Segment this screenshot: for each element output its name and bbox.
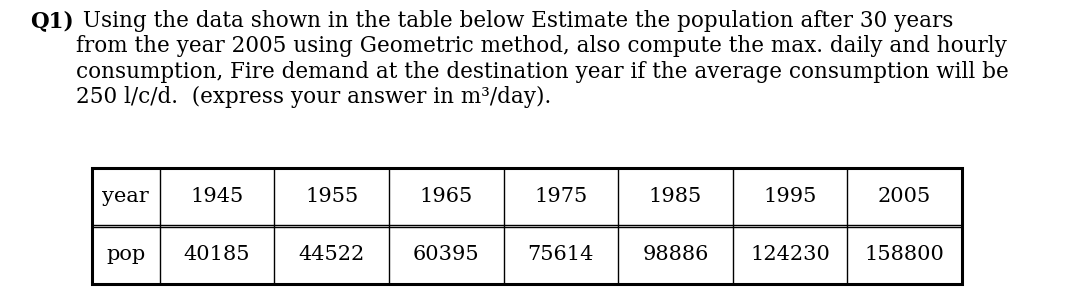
- Text: year: year: [103, 187, 149, 207]
- Text: 1985: 1985: [649, 187, 702, 207]
- Text: 1975: 1975: [535, 187, 588, 207]
- Text: 1995: 1995: [764, 187, 816, 207]
- Text: pop: pop: [106, 246, 146, 265]
- Text: Q1): Q1): [30, 10, 73, 32]
- Text: 60395: 60395: [413, 246, 480, 265]
- Text: 1965: 1965: [420, 187, 473, 207]
- Text: 1955: 1955: [305, 187, 359, 207]
- Text: 158800: 158800: [865, 246, 944, 265]
- Text: 2005: 2005: [878, 187, 931, 207]
- Text: 40185: 40185: [184, 246, 251, 265]
- Text: 1945: 1945: [190, 187, 244, 207]
- Bar: [92, 168, 962, 284]
- Text: 75614: 75614: [528, 246, 594, 265]
- Text: 44522: 44522: [298, 246, 365, 265]
- Text: Using the data shown in the table below Estimate the population after 30 years
f: Using the data shown in the table below …: [76, 10, 1009, 108]
- Text: 124230: 124230: [750, 246, 829, 265]
- Text: 98886: 98886: [643, 246, 708, 265]
